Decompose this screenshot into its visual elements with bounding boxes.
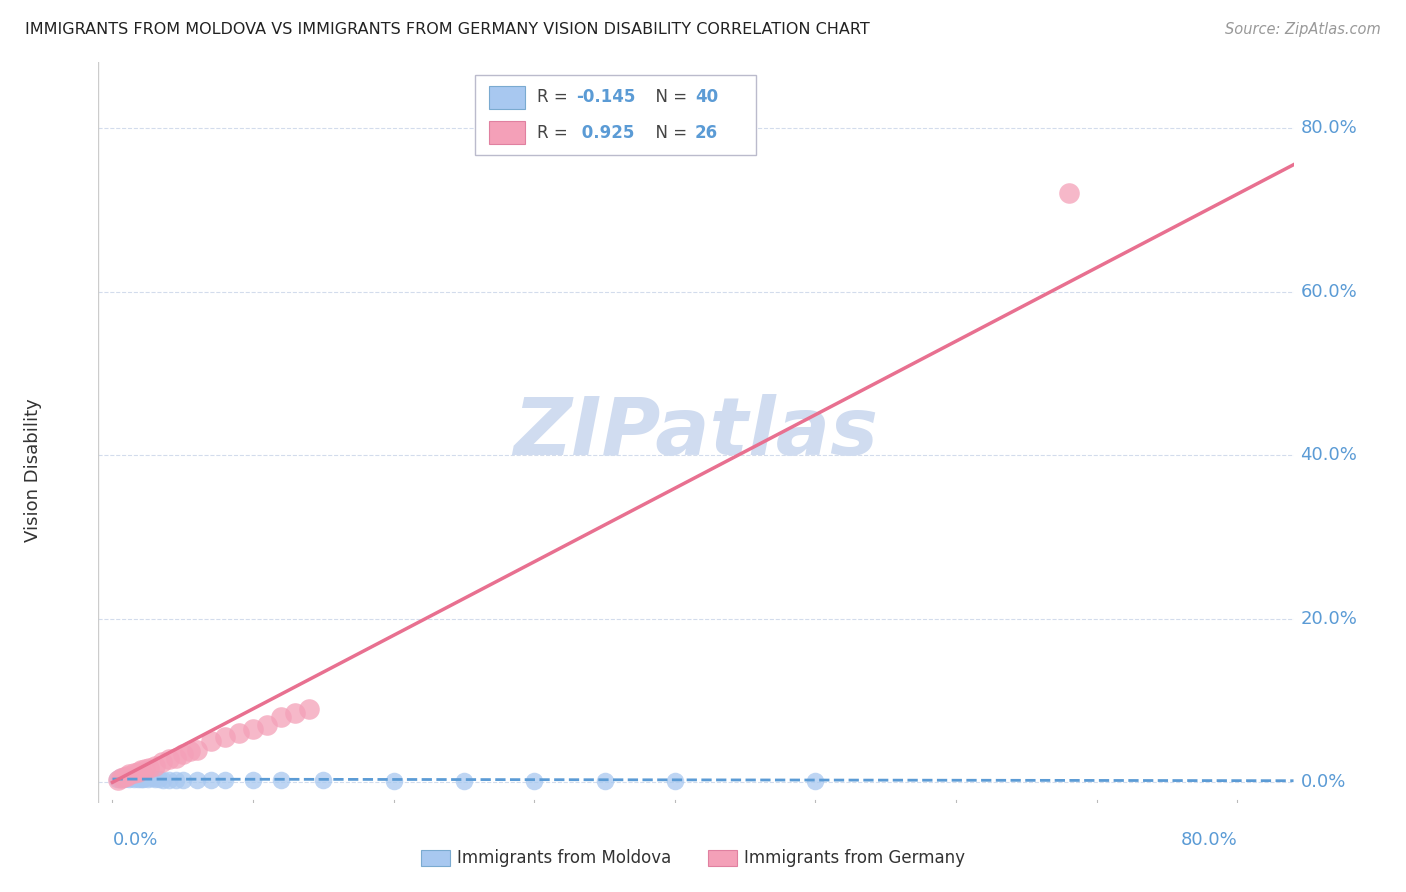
Text: 80.0%: 80.0% <box>1301 119 1357 136</box>
Point <box>242 722 264 736</box>
Text: 0.0%: 0.0% <box>1301 773 1346 791</box>
Point <box>134 762 156 776</box>
Point <box>136 772 159 786</box>
Point <box>105 772 128 786</box>
Point <box>118 772 141 786</box>
Text: 0.0%: 0.0% <box>112 831 157 849</box>
Text: 80.0%: 80.0% <box>1181 831 1237 849</box>
Point <box>242 772 264 787</box>
Point <box>165 772 187 787</box>
Point <box>593 773 616 788</box>
Point <box>312 772 335 787</box>
Point <box>172 772 194 787</box>
Point <box>214 772 236 787</box>
Text: -0.145: -0.145 <box>576 88 636 106</box>
Point <box>132 772 155 786</box>
Point <box>157 772 180 787</box>
Point <box>143 759 166 773</box>
Text: R =: R = <box>537 88 574 106</box>
Point <box>131 771 153 785</box>
Point <box>186 772 208 787</box>
Point <box>804 773 827 788</box>
Point <box>141 771 163 785</box>
Point <box>112 770 135 784</box>
Point <box>664 773 686 788</box>
Point <box>138 761 160 775</box>
Point <box>453 773 475 788</box>
Point <box>270 710 292 724</box>
Bar <box>422 850 450 866</box>
Point <box>382 773 405 788</box>
Point <box>118 767 141 781</box>
Bar <box>709 850 737 866</box>
Text: 26: 26 <box>695 124 718 142</box>
Point <box>200 772 222 787</box>
Point <box>127 764 149 779</box>
Point <box>214 731 236 745</box>
Point <box>179 744 201 758</box>
Text: Vision Disability: Vision Disability <box>24 398 42 541</box>
Point <box>111 770 134 784</box>
Point <box>115 771 138 785</box>
Text: Immigrants from Moldova: Immigrants from Moldova <box>457 849 671 867</box>
FancyBboxPatch shape <box>475 75 756 155</box>
Point <box>120 771 142 785</box>
Point <box>523 773 546 788</box>
Point <box>270 772 292 787</box>
Point <box>110 771 132 785</box>
Point <box>172 747 194 761</box>
Point <box>256 718 278 732</box>
Point <box>157 752 180 766</box>
Text: IMMIGRANTS FROM MOLDOVA VS IMMIGRANTS FROM GERMANY VISION DISABILITY CORRELATION: IMMIGRANTS FROM MOLDOVA VS IMMIGRANTS FR… <box>25 22 870 37</box>
Text: Immigrants from Germany: Immigrants from Germany <box>744 849 965 867</box>
Text: 40.0%: 40.0% <box>1301 446 1357 464</box>
Point <box>1057 186 1080 201</box>
Point <box>165 751 187 765</box>
Text: 0.925: 0.925 <box>576 124 636 142</box>
Point <box>112 772 135 786</box>
Text: 60.0%: 60.0% <box>1301 283 1357 301</box>
Bar <box>489 87 524 109</box>
Text: ZIPatlas: ZIPatlas <box>513 393 879 472</box>
Point <box>200 734 222 748</box>
Point <box>186 742 208 756</box>
Point <box>108 771 131 785</box>
Point <box>110 771 132 785</box>
Point <box>127 772 149 786</box>
Point <box>124 771 146 785</box>
Text: N =: N = <box>644 124 692 142</box>
Point <box>129 772 152 786</box>
Point <box>148 772 170 786</box>
Point <box>228 726 250 740</box>
Point <box>129 763 152 777</box>
Point <box>150 755 173 769</box>
Point <box>284 706 307 720</box>
Point <box>115 769 138 783</box>
Point <box>122 765 145 780</box>
Point <box>121 771 143 785</box>
Point <box>143 772 166 786</box>
Point <box>107 772 129 787</box>
Point <box>117 771 139 785</box>
Point <box>298 702 321 716</box>
Bar <box>489 121 524 144</box>
Text: 40: 40 <box>695 88 718 106</box>
Point <box>114 771 136 785</box>
Point <box>128 771 150 785</box>
Point <box>134 771 156 785</box>
Point <box>125 771 148 785</box>
Text: Source: ZipAtlas.com: Source: ZipAtlas.com <box>1225 22 1381 37</box>
Point <box>122 772 145 786</box>
Text: R =: R = <box>537 124 574 142</box>
Text: N =: N = <box>644 88 692 106</box>
Text: 20.0%: 20.0% <box>1301 610 1357 628</box>
Point <box>152 772 174 787</box>
